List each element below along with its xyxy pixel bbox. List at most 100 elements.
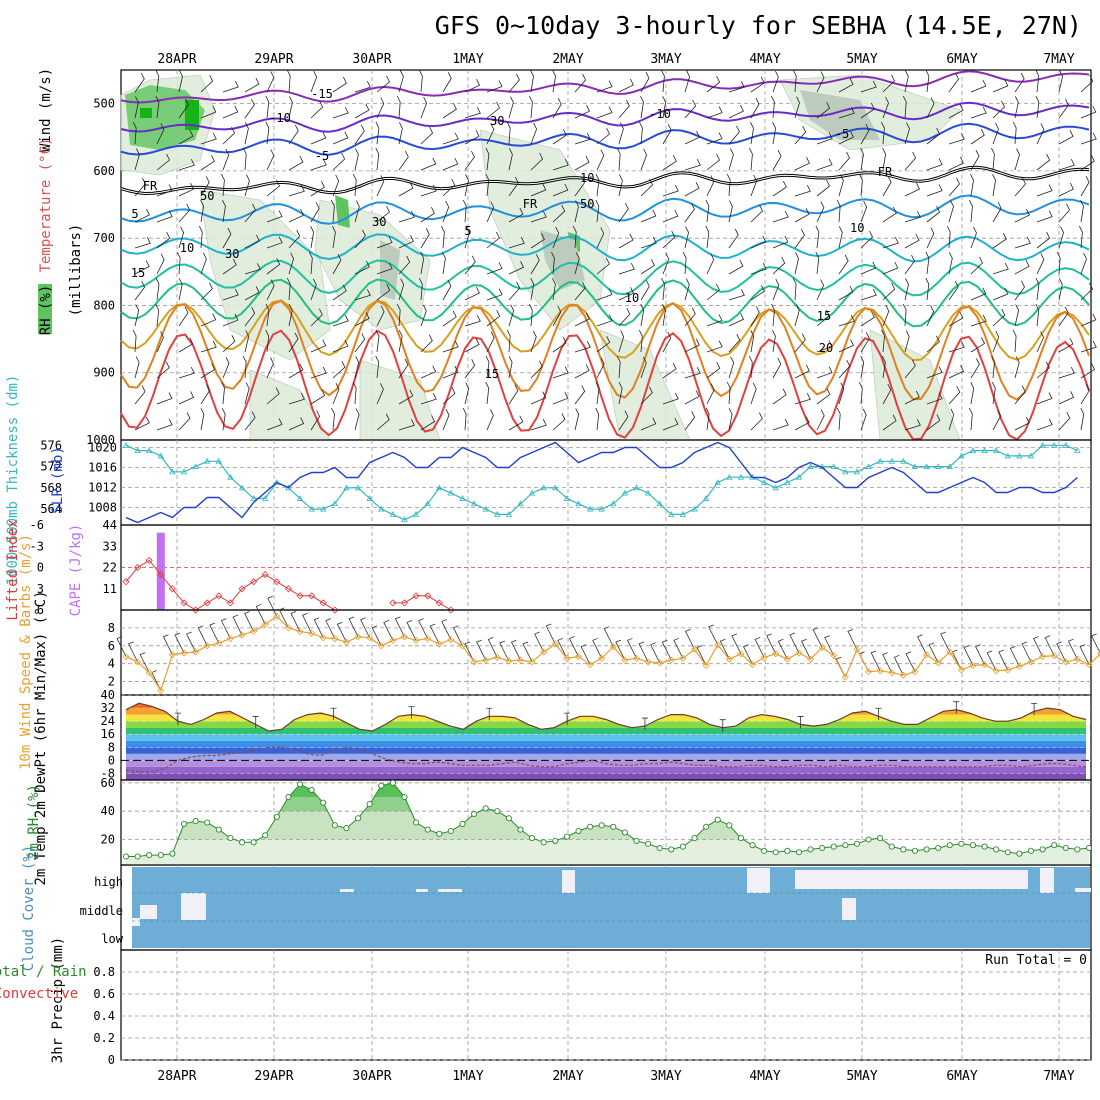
rh-tick-label: 60	[101, 776, 115, 790]
minmax-marker	[797, 716, 804, 729]
rh-point	[877, 835, 884, 842]
wind-barb	[684, 99, 697, 119]
wind-speed-point	[586, 661, 594, 669]
minmax-marker	[719, 719, 726, 732]
wind-barb	[464, 641, 475, 663]
wind-barb	[376, 236, 393, 249]
wind-barb	[398, 150, 409, 171]
rh-point	[436, 830, 443, 837]
wind-barb	[902, 95, 907, 119]
wind-barb	[772, 418, 789, 431]
rh-point	[865, 836, 872, 843]
bottom-day-label: 28APR	[157, 1069, 196, 1084]
wind-speed-point	[238, 631, 246, 639]
thickness-point	[459, 495, 466, 501]
wind-barb	[750, 330, 755, 353]
wind-barb	[1036, 210, 1053, 223]
wind-barb	[1044, 635, 1055, 656]
temp-tick-label: 24	[101, 714, 115, 728]
wind-barb	[530, 278, 535, 301]
cape-tick-label: 22	[103, 561, 117, 575]
thickness-point	[169, 468, 176, 475]
wind-speed-point	[134, 658, 142, 666]
wind-speed-point	[284, 624, 292, 632]
wind-barb	[1036, 253, 1045, 275]
wind-barb	[134, 72, 145, 93]
wind-barb	[970, 150, 980, 171]
wind-barb	[442, 409, 450, 431]
wind-barb	[398, 122, 403, 145]
wind-barb	[200, 176, 210, 197]
wind-barb	[266, 357, 274, 379]
wind-barb	[970, 287, 987, 301]
wind-barb	[992, 122, 999, 145]
wind-barb	[992, 232, 1007, 249]
wind-barb	[221, 408, 226, 431]
thickness-point	[644, 489, 652, 496]
wind-barb	[420, 392, 437, 405]
wind-speed-point	[226, 635, 234, 643]
rh-point	[494, 808, 501, 815]
wind-barb	[992, 308, 1006, 327]
wind-barb	[748, 355, 753, 379]
wind-barb	[970, 358, 980, 379]
wind-barb	[288, 252, 295, 275]
wind-barb	[777, 638, 788, 660]
wind-barb	[552, 413, 566, 431]
wind-speed-point	[412, 636, 420, 644]
rh-point	[227, 835, 234, 842]
thickness-point	[1051, 441, 1058, 448]
wind-barb	[948, 280, 959, 301]
temp-band	[126, 714, 1086, 722]
wind-barb	[706, 132, 723, 145]
wind-barb	[375, 147, 380, 171]
lifted-index-point	[192, 606, 200, 614]
isotherm-label: -10	[269, 111, 291, 125]
wind-barb	[134, 208, 150, 223]
temp-band	[126, 721, 1086, 728]
wind-barb	[1014, 416, 1030, 431]
wind-barb	[1033, 636, 1043, 657]
wind-barb	[156, 153, 171, 171]
bottom-day-label: 6MAY	[946, 1069, 977, 1084]
wind-barb	[486, 80, 503, 93]
pressure-tick-label: 900	[93, 366, 115, 380]
wind-barb	[618, 308, 631, 327]
wind-barb	[186, 631, 196, 653]
wind-barb	[310, 226, 315, 249]
wind-barb	[552, 98, 562, 119]
wind-barb	[398, 181, 414, 197]
rh-point	[401, 793, 408, 801]
wind-tick-label: 4	[108, 657, 115, 671]
wind-barb	[1067, 638, 1078, 660]
wind-barb	[156, 392, 173, 405]
rh-point	[146, 852, 153, 859]
wind-barb	[200, 155, 215, 171]
wind-barb	[882, 383, 892, 405]
wind-barb	[552, 129, 567, 145]
wind-barb	[398, 330, 403, 353]
wind-speed-point	[644, 658, 652, 666]
wind-barb	[530, 360, 543, 379]
thickness-point	[772, 484, 779, 491]
run-total-label: Run Total = 0	[985, 953, 1087, 968]
wind-barb	[836, 199, 841, 223]
wind-barb	[394, 616, 405, 638]
rh-point	[262, 832, 269, 839]
rh-point	[656, 844, 663, 852]
rh-point	[714, 816, 721, 823]
wind-barb	[197, 625, 208, 646]
thickness-point	[702, 495, 710, 501]
wind-barb	[265, 95, 270, 119]
thickness-point	[262, 495, 269, 501]
lifted-tick-label: 6	[37, 603, 44, 617]
thickness-point	[958, 452, 965, 459]
wind-speed-point	[342, 638, 351, 646]
precip-tick-label: 0.2	[93, 1031, 115, 1045]
wind-barb	[200, 132, 217, 145]
wind-speed-point	[168, 651, 176, 659]
wind-barb	[970, 314, 987, 327]
lifted-index-point	[331, 606, 339, 614]
wind-barb	[134, 385, 146, 405]
wind-barb	[1080, 313, 1097, 327]
